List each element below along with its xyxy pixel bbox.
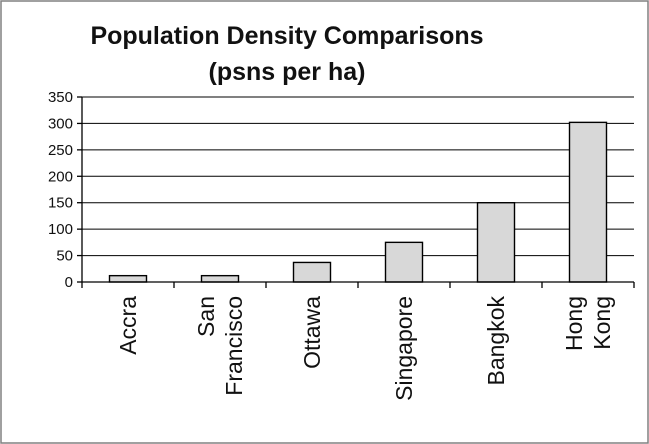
x-category-label-2: Ottawa: [299, 296, 325, 369]
x-category-label-line: Accra: [115, 296, 141, 355]
x-category-label-line: Ottawa: [299, 296, 325, 369]
y-tick-label: 50: [56, 248, 73, 265]
axes: [81, 97, 635, 288]
y-axis-tick-labels: 0 50 100 150 200 250 300 350: [48, 89, 73, 291]
x-category-label-line: Singapore: [391, 296, 417, 401]
x-category-label-5: Hong Kong: [561, 296, 615, 351]
bar-2: [292, 261, 332, 283]
grid-lines: [77, 96, 634, 283]
y-tick-label: 200: [48, 168, 73, 185]
y-tick-label: 0: [65, 274, 73, 291]
y-tick-label: 350: [48, 89, 73, 106]
x-category-label-line: Kong: [589, 296, 615, 350]
x-category-label-3: Singapore: [391, 296, 417, 401]
x-category-label-line: Hong: [561, 296, 587, 351]
x-category-label-line: Francisco: [221, 296, 247, 396]
y-tick-label: 100: [48, 221, 73, 238]
y-tick-label: 250: [48, 142, 73, 159]
x-category-label-4: Bangkok: [483, 296, 509, 386]
chart-title-line-1: Population Density Comparisons: [90, 22, 483, 50]
x-axis-category-labels: Accra San Francisco Ottawa Singapore Bangkok H…: [115, 296, 615, 401]
x-category-label-0: Accra: [115, 296, 141, 355]
bar-5: [568, 121, 608, 283]
bar-3: [384, 241, 424, 283]
x-category-label-line: Bangkok: [483, 296, 509, 386]
x-category-label-1: San Francisco: [193, 296, 247, 396]
bar-0: [108, 274, 148, 283]
chart-title-line-2: (psns per ha): [209, 58, 366, 86]
bar-4: [476, 202, 516, 283]
y-tick-label: 150: [48, 195, 73, 212]
bar-1: [200, 274, 240, 283]
y-tick-label: 300: [48, 115, 73, 132]
x-category-label-line: San: [193, 296, 219, 337]
